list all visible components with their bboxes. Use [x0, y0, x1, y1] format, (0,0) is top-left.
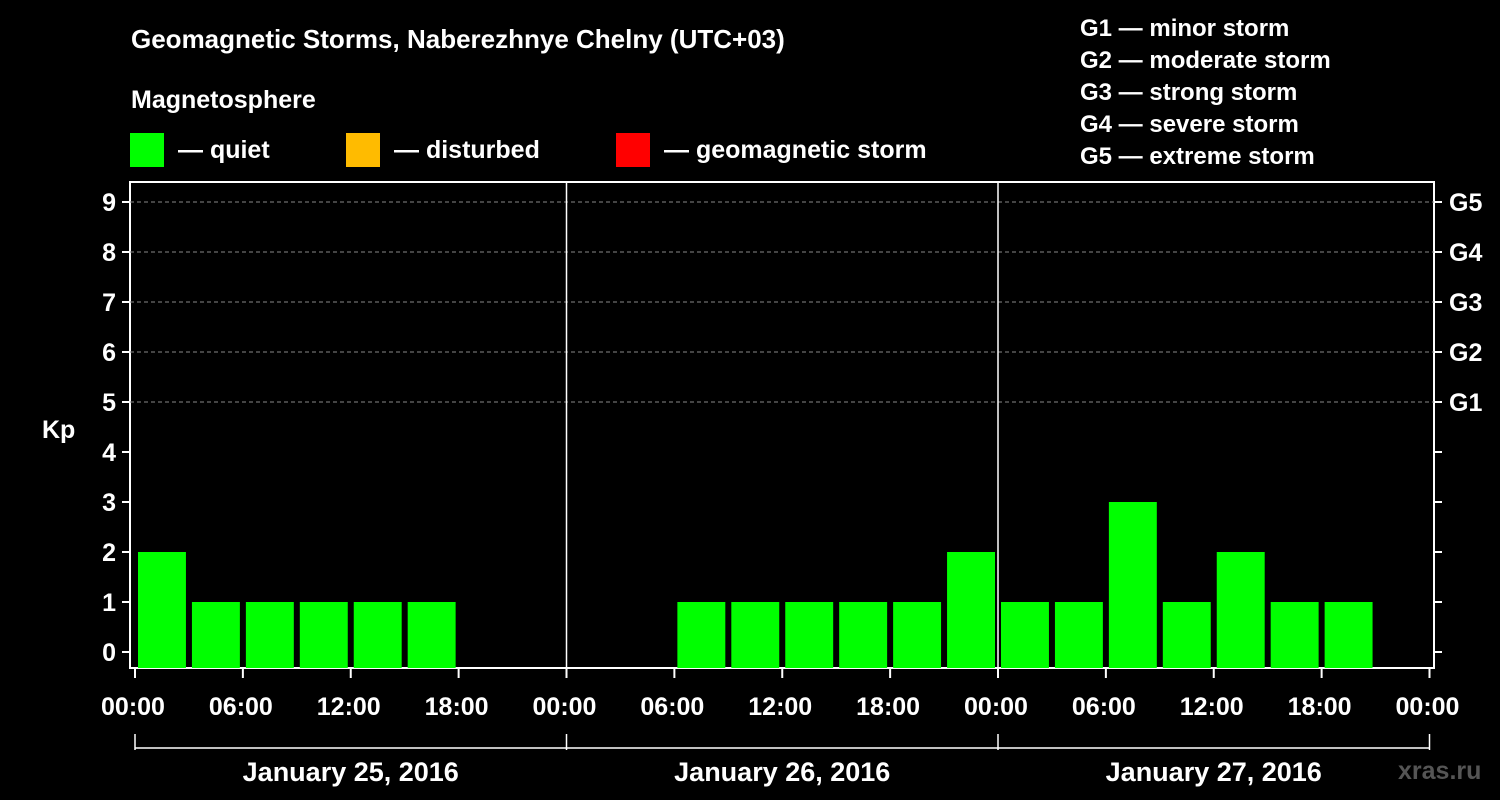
xtick-label-8: 00:00 — [964, 693, 1028, 721]
xtick-label-7: 18:00 — [856, 693, 920, 721]
ytick-label-4: 4 — [102, 439, 116, 467]
xtick-label-1: 06:00 — [209, 693, 273, 721]
g-label-G5: G5 — [1449, 189, 1482, 217]
g-label-G4: G4 — [1449, 239, 1482, 267]
kp-bar-22 — [1324, 602, 1373, 668]
chart-title: Geomagnetic Storms, Naberezhnye Chelny (… — [131, 24, 785, 54]
day-label-0: January 25, 2016 — [243, 757, 459, 787]
kp-bar-18 — [1108, 502, 1157, 668]
kp-bar-17 — [1054, 602, 1103, 668]
ytick-label-5: 5 — [102, 389, 116, 417]
kp-bar-16 — [1001, 602, 1049, 668]
kp-bar-3 — [299, 602, 348, 668]
magnetosphere-label: Magnetosphere — [131, 86, 316, 114]
g-label-G1: G1 — [1449, 389, 1482, 417]
xtick-label-9: 06:00 — [1072, 693, 1136, 721]
ytick-label-9: 9 — [102, 189, 116, 217]
ytick-label-7: 7 — [102, 289, 116, 317]
disturbed-swatch — [346, 133, 380, 167]
xtick-label-0: 00:00 — [101, 693, 165, 721]
g-label-G3: G3 — [1449, 289, 1482, 317]
ytick-label-3: 3 — [102, 489, 116, 517]
g-scale-g4: G4 — severe storm — [1080, 111, 1299, 138]
xtick-label-5: 06:00 — [640, 693, 704, 721]
legend-storm-label: — geomagnetic storm — [664, 135, 927, 164]
kp-bar-19 — [1162, 602, 1211, 668]
xtick-label-11: 18:00 — [1288, 693, 1352, 721]
g-scale-g5: G5 — extreme storm — [1080, 143, 1315, 170]
day-label-2: January 27, 2016 — [1106, 757, 1322, 787]
xtick-label-10: 12:00 — [1180, 693, 1244, 721]
ytick-label-1: 1 — [102, 589, 116, 617]
g-scale-g3: G3 — strong storm — [1080, 79, 1298, 106]
kp-bar-1 — [191, 602, 240, 668]
g-scale-g2: G2 — moderate storm — [1080, 47, 1331, 74]
ytick-label-2: 2 — [102, 539, 116, 567]
kp-bar-15 — [947, 552, 995, 668]
day-label-1: January 26, 2016 — [674, 757, 890, 787]
ytick-label-8: 8 — [102, 239, 116, 267]
ytick-label-0: 0 — [102, 639, 116, 667]
xtick-label-12: 00:00 — [1396, 693, 1460, 721]
kp-bar-12 — [785, 602, 834, 668]
kp-bar-5 — [407, 602, 456, 668]
kp-bar-21 — [1270, 602, 1319, 668]
kp-bar-11 — [731, 602, 780, 668]
legend-disturbed-label: — disturbed — [394, 135, 540, 164]
legend-storm: — geomagnetic storm — [616, 133, 927, 167]
storm-swatch — [616, 133, 650, 167]
kp-bar-4 — [353, 602, 402, 668]
xtick-label-4: 00:00 — [533, 693, 597, 721]
kp-bar-13 — [839, 602, 888, 668]
kp-bar-0 — [138, 552, 186, 668]
watermark: xras.ru — [1398, 757, 1482, 785]
ytick-label-6: 6 — [102, 339, 116, 367]
xtick-label-3: 18:00 — [425, 693, 489, 721]
kp-bar-2 — [245, 602, 294, 668]
xtick-label-2: 12:00 — [317, 693, 381, 721]
kp-bar-14 — [893, 602, 942, 668]
legend-quiet-label: — quiet — [178, 135, 270, 164]
kp-bar-20 — [1216, 552, 1265, 668]
legend-quiet: — quiet — [130, 133, 270, 167]
xtick-label-6: 12:00 — [748, 693, 812, 721]
g-label-G2: G2 — [1449, 339, 1482, 367]
legend-disturbed: — disturbed — [346, 133, 540, 167]
quiet-swatch — [130, 133, 164, 167]
kp-bar-10 — [677, 602, 726, 668]
g-scale-g1: G1 — minor storm — [1080, 15, 1290, 42]
y-axis-label: Kp — [42, 416, 75, 444]
